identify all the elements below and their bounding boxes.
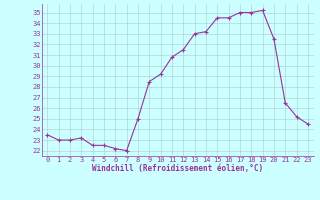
- X-axis label: Windchill (Refroidissement éolien,°C): Windchill (Refroidissement éolien,°C): [92, 164, 263, 173]
